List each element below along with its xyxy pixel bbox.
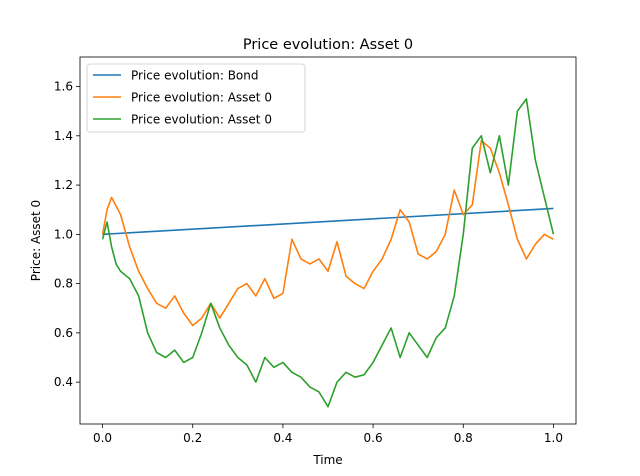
series-layer: [101, 98, 555, 408]
x-tick-label: 0.4: [273, 431, 292, 445]
x-tick-label: 1.0: [544, 431, 563, 445]
x-axis-title: Time: [312, 453, 342, 467]
series-line-1: [102, 207, 554, 236]
y-tick-label: 1.2: [54, 178, 73, 192]
y-tick-label: 0.4: [54, 375, 73, 389]
x-tick-label: 0.6: [364, 431, 383, 445]
legend-label-1: Price evolution: Bond: [131, 69, 259, 83]
legend: Price evolution: Bond Price evolution: As…: [86, 63, 306, 133]
y-tick-label: 1.0: [54, 227, 73, 241]
x-tick-label: 0.0: [93, 431, 112, 445]
x-axis-ticks: 0.0 0.2 0.4 0.6 0.8 1.0: [93, 424, 563, 445]
legend-items: Price evolution: Bond Price evolution: As…: [93, 69, 272, 127]
legend-box: [86, 63, 306, 133]
y-tick-label: 1.4: [54, 129, 73, 143]
legend-label-3: Price evolution: Asset 0: [131, 113, 272, 127]
y-tick-label: 0.8: [54, 277, 73, 291]
y-tick-label: 1.6: [54, 80, 73, 94]
series-line-3: [101, 98, 555, 408]
y-tick-label: 0.6: [54, 326, 73, 340]
legend-label-2: Price evolution: Asset 0: [131, 91, 272, 105]
y-axis-ticks: 0.4 0.6 0.8 1.0 1.2 1.4 1.6: [54, 80, 80, 389]
x-tick-label: 0.8: [454, 431, 473, 445]
plot-frame: [79, 56, 577, 425]
series-line-2: [101, 139, 554, 327]
chart-title: Price evolution: Asset 0: [243, 37, 413, 53]
y-axis-title: Price: Asset 0: [29, 200, 43, 281]
x-tick-label: 0.2: [183, 431, 202, 445]
